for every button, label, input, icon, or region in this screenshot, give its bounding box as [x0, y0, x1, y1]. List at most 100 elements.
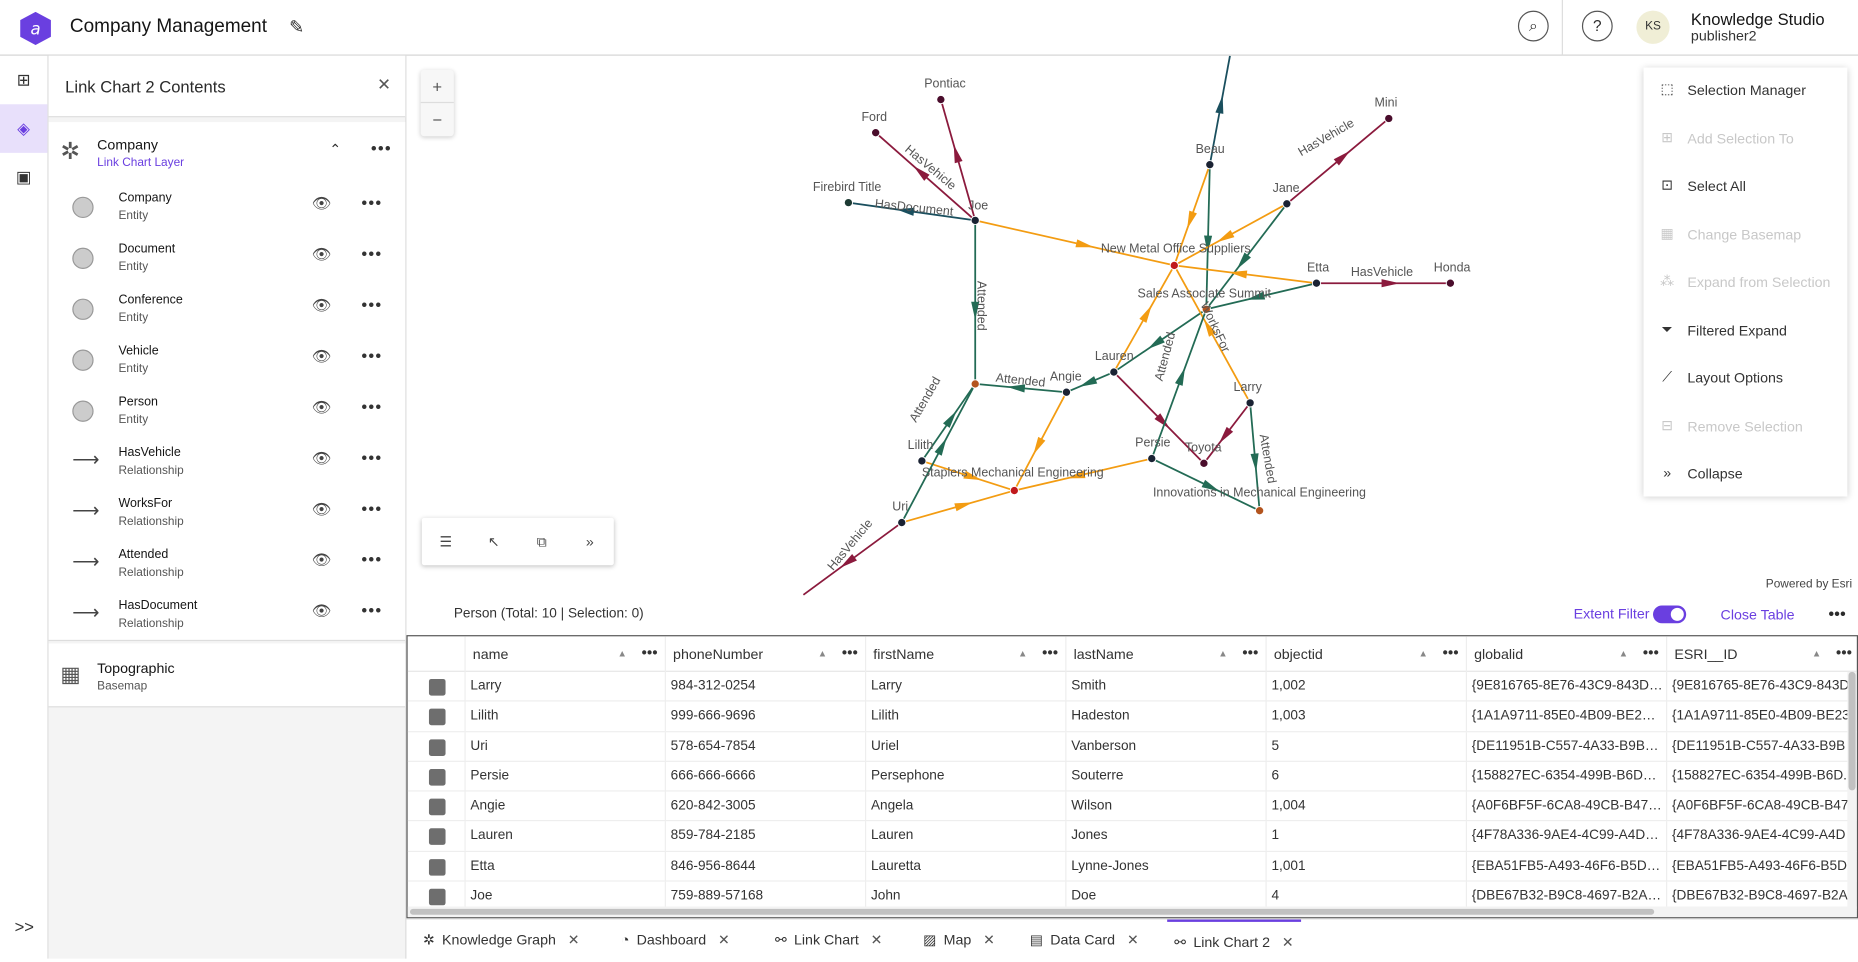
layer-item-attended[interactable]: ⟶ Attended Relationship 👁 •••	[49, 538, 406, 589]
avatar[interactable]: KS	[1636, 10, 1670, 44]
graph-node[interactable]	[1445, 278, 1456, 288]
menu-item-selection-manager[interactable]: ⬚ Selection Manager	[1644, 68, 1848, 116]
sort-icon[interactable]: ▲	[1218, 648, 1228, 659]
more-icon[interactable]: •••	[361, 193, 383, 213]
column-header-globalid[interactable]: globalid ▲ •••	[1465, 636, 1666, 672]
hierarchy-icon[interactable]: ⊞	[16, 69, 31, 89]
eye-icon[interactable]: 👁	[311, 194, 332, 213]
graph-node[interactable]	[917, 456, 927, 466]
menu-item-remove-selection[interactable]: ⊟ Remove Selection	[1644, 403, 1848, 451]
menu-item-layout-options[interactable]: ⟋ Layout Options	[1644, 355, 1848, 403]
more-icon[interactable]: •••	[361, 549, 383, 569]
table-row[interactable]: Lauren 859-784-2185 Lauren Jones 1 {4F78A336-…	[407, 821, 1857, 852]
more-icon[interactable]: •••	[1041, 643, 1059, 662]
row-checkbox[interactable]	[428, 888, 446, 906]
search-icon[interactable]: ⌕	[1517, 10, 1549, 42]
menu-item-collapse[interactable]: » Collapse	[1644, 451, 1848, 499]
row-checkbox[interactable]	[428, 738, 446, 756]
table-row[interactable]: Persie 666-666-6666 Persephone Souterre 6 {15…	[407, 761, 1857, 792]
graph-node[interactable]	[1205, 160, 1215, 170]
more-icon[interactable]: •••	[361, 600, 383, 620]
more-icon[interactable]: •••	[1442, 643, 1459, 662]
layers-icon[interactable]: ◈	[0, 104, 48, 153]
layer-item-worksfor[interactable]: ⟶ WorksFor Relationship 👁 •••	[49, 487, 406, 538]
graph-node[interactable]	[1282, 199, 1292, 209]
graph-node[interactable]	[871, 128, 881, 138]
close-icon[interactable]: ✕	[567, 931, 580, 948]
sort-icon[interactable]: ▲	[617, 648, 627, 659]
tab-data-card[interactable]: ▤ Data Card ✕	[1023, 920, 1146, 960]
more-icon[interactable]: •••	[641, 643, 658, 662]
more-icon[interactable]: •••	[1242, 643, 1259, 662]
expand-icon[interactable]: >>	[14, 917, 34, 937]
menu-item-add-selection-to[interactable]: ⊞ Add Selection To	[1644, 116, 1848, 164]
more-icon[interactable]: •••	[841, 643, 858, 662]
graph-node[interactable]	[970, 379, 980, 389]
horizontal-scrollbar[interactable]	[407, 906, 1857, 918]
graph-node[interactable]	[1199, 458, 1209, 468]
tab-link-chart-2[interactable]: ⚯ Link Chart 2 ✕	[1167, 919, 1301, 960]
graph-node[interactable]	[936, 94, 946, 105]
more-icon[interactable]: •••	[1642, 643, 1659, 662]
close-table-button[interactable]: Close Table	[1720, 606, 1795, 624]
close-icon[interactable]: ✕	[718, 931, 730, 948]
layer-item-company[interactable]: Company Entity 👁 •••	[49, 181, 406, 232]
column-header-phonenumber[interactable]: phoneNumber ▲ •••	[664, 636, 865, 672]
layer-item-vehicle[interactable]: Vehicle Entity 👁 •••	[49, 334, 406, 385]
layer-item-hasdocument[interactable]: ⟶ HasDocument Relationship 👁 •••	[49, 589, 406, 640]
sort-icon[interactable]: ▲	[1811, 648, 1822, 659]
eye-icon[interactable]: 👁	[311, 601, 332, 620]
sort-icon[interactable]: ▲	[1418, 648, 1428, 659]
close-icon[interactable]: ✕	[377, 74, 392, 94]
more-icon[interactable]: •••	[370, 138, 392, 158]
sort-icon[interactable]: ▲	[1618, 648, 1629, 659]
tab-knowledge-graph[interactable]: ✲ Knowledge Graph ✕	[416, 920, 587, 960]
eye-icon[interactable]: 👁	[311, 500, 332, 518]
chevron-up-icon[interactable]: ⌃	[329, 141, 342, 158]
menu-item-expand-from-selection[interactable]: ⁂ Expand from Selection	[1644, 260, 1848, 308]
graph-node[interactable]	[1201, 304, 1211, 314]
graph-node[interactable]	[1109, 367, 1119, 377]
row-checkbox[interactable]	[428, 858, 446, 876]
eye-icon[interactable]: 👁	[311, 245, 332, 264]
column-header-objectid[interactable]: objectid ▲ •••	[1265, 636, 1466, 672]
link-chart-graph[interactable]: Pontiac Ford Firebird Title Joe Beau Mini Jane…	[406, 55, 1858, 599]
more-icon[interactable]: •••	[361, 244, 383, 264]
more-icon[interactable]: •••	[361, 295, 383, 315]
sort-icon[interactable]: ▲	[1017, 648, 1028, 659]
eye-icon[interactable]: 👁	[311, 347, 332, 365]
graph-node[interactable]	[1169, 260, 1179, 271]
eye-icon[interactable]: 👁	[311, 296, 332, 315]
graph-node[interactable]	[1311, 278, 1322, 288]
graph-node[interactable]	[970, 215, 980, 226]
more-icon[interactable]: •••	[361, 346, 383, 365]
expand-icon[interactable]: »	[585, 533, 594, 550]
graph-node[interactable]	[843, 198, 854, 208]
row-checkbox[interactable]	[428, 768, 446, 786]
help-icon[interactable]: ?	[1581, 10, 1613, 42]
table-row[interactable]: Etta 846-956-8644 Lauretta Lynne-Jones 1,001…	[407, 851, 1857, 882]
layer-item-person[interactable]: Person Entity 👁 •••	[49, 385, 406, 436]
more-icon[interactable]: •••	[1828, 604, 1846, 624]
screenshot-icon[interactable]: ⧉	[536, 533, 547, 550]
table-row[interactable]: Angie 620-842-3005 Angela Wilson 1,004 {A0F6B…	[407, 791, 1857, 822]
close-icon[interactable]: ✕	[1281, 933, 1294, 951]
menu-item-change-basemap[interactable]: ▦ Change Basemap	[1644, 212, 1848, 260]
graph-node[interactable]	[897, 517, 907, 528]
layer-basemap[interactable]: ▦ Topographic Basemap	[48, 643, 406, 708]
close-icon[interactable]: ✕	[983, 931, 996, 948]
tab-dashboard[interactable]: ◔ Dashboard ✕	[614, 920, 737, 960]
link-chart-map[interactable]: Pontiac Ford Firebird Title Joe Beau Mini Jane…	[406, 55, 1858, 599]
eye-icon[interactable]: 👁	[311, 449, 332, 467]
layer-item-conference[interactable]: Conference Entity 👁 •••	[49, 283, 406, 334]
row-checkbox[interactable]	[428, 708, 446, 726]
more-icon[interactable]: •••	[361, 396, 383, 416]
tab-link-chart[interactable]: ⚯ Link Chart ✕	[768, 920, 890, 960]
table-row[interactable]: Uri 578-654-7854 Uriel Vanberson 5 {DE11951B-…	[407, 731, 1857, 762]
sort-icon[interactable]: ▲	[817, 648, 828, 659]
zoom-in-button[interactable]: +	[420, 70, 454, 104]
row-checkbox[interactable]	[428, 798, 446, 816]
eye-icon[interactable]: 👁	[311, 551, 332, 569]
close-icon[interactable]: ✕	[1126, 931, 1139, 948]
eye-icon[interactable]: 👁	[311, 398, 332, 416]
